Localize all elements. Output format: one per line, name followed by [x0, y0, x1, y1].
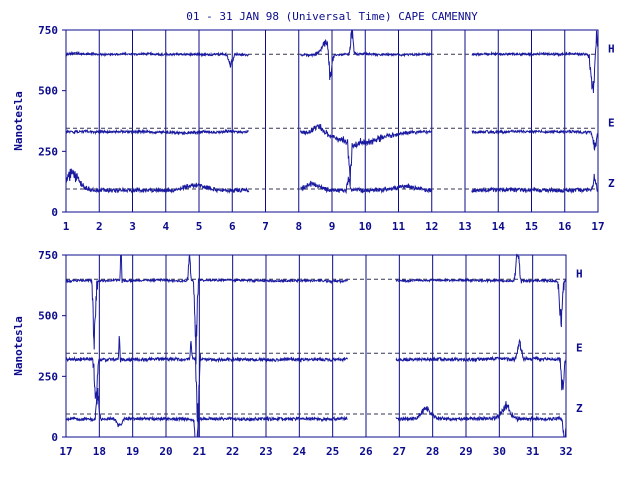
x-tick-label: 17 [591, 220, 604, 233]
x-tick-label: 8 [295, 220, 302, 233]
y-tick-label: 250 [38, 370, 58, 383]
x-tick-label: 29 [459, 445, 472, 458]
y-tick-label: 0 [51, 431, 58, 444]
series-line-e [65, 335, 567, 438]
x-tick-label: 12 [425, 220, 438, 233]
x-tick-label: 6 [229, 220, 236, 233]
y-tick-label: 250 [38, 145, 58, 158]
series-line-h [65, 29, 599, 94]
y-tick-label: 750 [38, 249, 58, 262]
x-tick-label: 21 [193, 445, 207, 458]
x-tick-label: 5 [196, 220, 203, 233]
x-tick-label: 28 [426, 445, 439, 458]
x-tick-label: 20 [159, 445, 172, 458]
x-tick-label: 17 [59, 445, 72, 458]
x-tick-label: 18 [93, 445, 106, 458]
x-tick-label: 23 [259, 445, 272, 458]
x-tick-label: 7 [262, 220, 269, 233]
y-tick-label: 500 [38, 310, 58, 323]
component-label-e: E [608, 116, 615, 129]
component-label-h: H [608, 42, 615, 55]
component-label-e: E [576, 341, 583, 354]
x-tick-label: 4 [162, 220, 169, 233]
series-line-z [65, 388, 567, 438]
x-tick-label: 10 [359, 220, 372, 233]
x-tick-label: 11 [392, 220, 406, 233]
component-label-z: Z [576, 402, 583, 415]
x-tick-label: 26 [359, 445, 373, 458]
y-tick-label: 0 [51, 206, 58, 219]
series-line-e [65, 124, 599, 186]
x-tick-label: 16 [558, 220, 572, 233]
x-tick-label: 22 [226, 445, 239, 458]
x-tick-label: 31 [526, 445, 540, 458]
x-tick-label: 13 [458, 220, 471, 233]
y-tick-label: 750 [38, 24, 58, 37]
y-tick-label: 500 [38, 85, 58, 98]
series-line-z [65, 168, 599, 195]
x-tick-label: 27 [393, 445, 406, 458]
x-tick-label: 19 [126, 445, 139, 458]
y-axis-label: Nanotesla [12, 316, 25, 376]
x-tick-label: 1 [63, 220, 70, 233]
component-label-z: Z [608, 177, 615, 190]
plot-frame-2 [65, 254, 567, 438]
x-tick-label: 25 [326, 445, 339, 458]
x-tick-label: 9 [329, 220, 336, 233]
series-line-h [65, 253, 567, 365]
y-axis-label: Nanotesla [12, 91, 25, 151]
x-tick-label: 3 [129, 220, 136, 233]
x-tick-label: 14 [492, 220, 506, 233]
x-tick-label: 2 [96, 220, 103, 233]
x-tick-label: 24 [293, 445, 307, 458]
x-tick-label: 15 [525, 220, 538, 233]
x-tick-label: 32 [559, 445, 572, 458]
chart-title: 01 - 31 JAN 98 (Universal Time) CAPE CAM… [186, 10, 478, 23]
x-tick-label: 30 [493, 445, 506, 458]
component-label-h: H [576, 267, 583, 280]
